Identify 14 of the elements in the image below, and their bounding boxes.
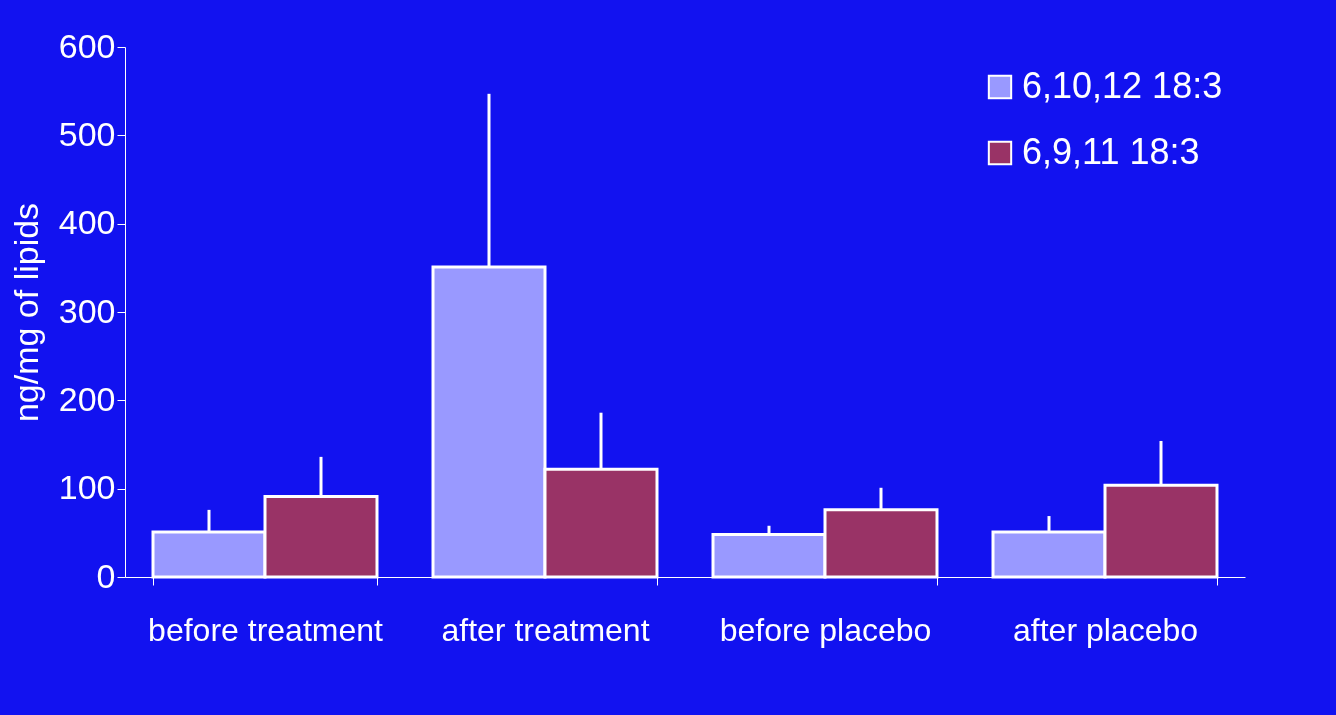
legend-label: 6,10,12 18:3 bbox=[1022, 65, 1223, 106]
x-tick-label: before treatment bbox=[148, 611, 384, 648]
y-tick-label: 600 bbox=[58, 26, 116, 65]
y-tick-label: 100 bbox=[58, 468, 116, 507]
legend-label: 6,9,11 18:3 bbox=[1022, 131, 1200, 172]
x-tick-label: after treatment bbox=[441, 611, 650, 648]
y-tick-label: 0 bbox=[96, 556, 116, 595]
y-tick-label: 300 bbox=[58, 291, 116, 330]
y-tick-label: 200 bbox=[58, 379, 116, 418]
y-tick-label: 400 bbox=[58, 203, 116, 242]
x-tick-label: before placebo bbox=[719, 611, 932, 648]
x-tick-label: after placebo bbox=[1012, 611, 1199, 648]
y-axis-title: ng/mg of lipids bbox=[6, 202, 45, 423]
y-tick-label: 500 bbox=[58, 114, 116, 153]
